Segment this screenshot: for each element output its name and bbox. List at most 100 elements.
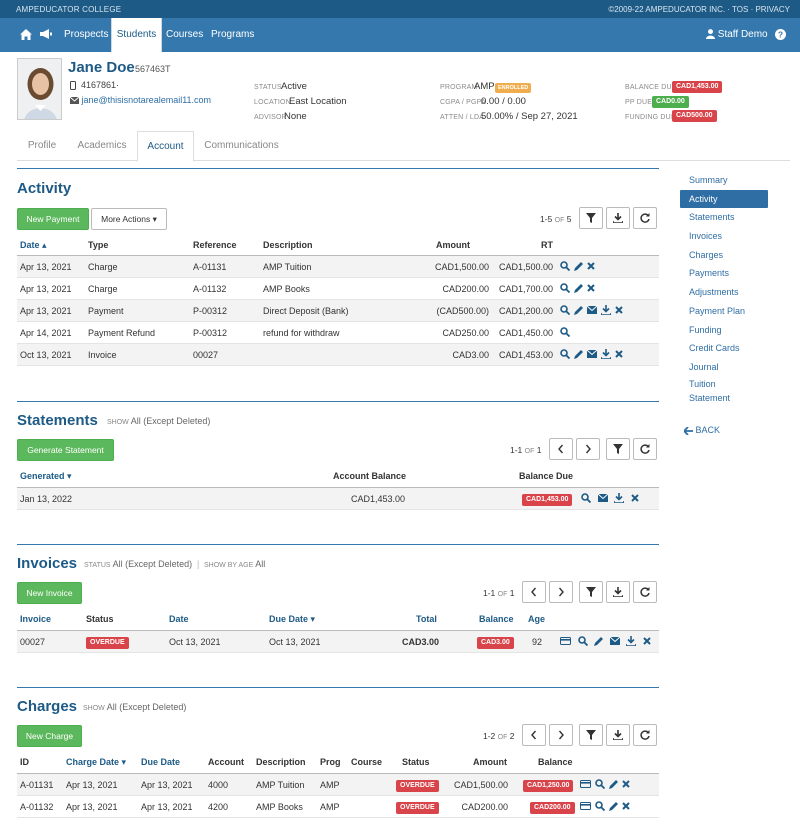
new-invoice-button[interactable]: New Invoice <box>17 582 82 604</box>
privacy-link[interactable]: PRIVACY <box>755 5 790 14</box>
sidebar-item-adjustments[interactable]: Adjustments <box>689 287 739 298</box>
sidebar-item-statements[interactable]: Statements <box>689 212 735 223</box>
pencil-icon[interactable] <box>609 801 618 813</box>
sidebar-item-activity[interactable]: Activity <box>680 189 768 209</box>
col-generated[interactable]: Generated ▾ <box>20 471 72 481</box>
sidebar-item-payments[interactable]: Payments <box>689 268 730 279</box>
delete-icon[interactable] <box>630 494 639 504</box>
delete-icon[interactable] <box>622 780 630 790</box>
delete-icon[interactable] <box>615 350 623 360</box>
credit-card-icon[interactable] <box>580 780 591 790</box>
invoices-status-filter[interactable]: STATUS All (Except Deleted) <box>84 559 193 569</box>
prev-page-button[interactable] <box>549 438 573 460</box>
search-icon[interactable] <box>560 261 571 273</box>
col-date[interactable]: Date ▴ <box>20 240 47 250</box>
search-icon[interactable] <box>560 349 571 361</box>
envelope-icon[interactable] <box>597 493 608 504</box>
col-due-date[interactable]: Due Date <box>141 757 181 767</box>
sidebar-item-tuition-statement[interactable]: Statement <box>689 392 731 403</box>
pencil-icon[interactable] <box>574 283 583 295</box>
envelope-icon[interactable] <box>586 305 598 316</box>
col-invoice[interactable]: Invoice <box>20 614 52 624</box>
nav-courses[interactable]: Courses <box>166 29 204 40</box>
filter-button[interactable] <box>579 581 603 603</box>
download-button[interactable] <box>606 207 630 229</box>
col-date[interactable]: Date <box>169 614 189 624</box>
refresh-button[interactable] <box>633 581 657 603</box>
download-icon[interactable] <box>600 349 612 361</box>
new-charge-button[interactable]: New Charge <box>17 725 82 747</box>
tab-account[interactable]: Account <box>137 131 194 162</box>
download-icon[interactable] <box>600 305 612 317</box>
search-icon[interactable] <box>560 327 571 339</box>
sidebar-item-summary[interactable]: Summary <box>689 175 728 185</box>
generate-statement-button[interactable]: Generate Statement <box>17 439 114 461</box>
search-icon[interactable] <box>560 305 571 317</box>
next-page-button[interactable] <box>549 581 573 603</box>
charges-filter[interactable]: SHOW All (Except Deleted) <box>83 702 187 712</box>
refresh-button[interactable] <box>633 724 657 746</box>
download-icon[interactable] <box>625 636 637 648</box>
search-icon[interactable] <box>577 636 588 648</box>
delete-icon[interactable] <box>587 284 595 294</box>
next-page-button[interactable] <box>549 724 573 746</box>
delete-icon[interactable] <box>587 262 595 272</box>
refresh-button[interactable] <box>633 438 657 460</box>
delete-icon[interactable] <box>615 306 623 316</box>
new-payment-button[interactable]: New Payment <box>17 208 89 230</box>
download-icon[interactable] <box>613 493 625 505</box>
statements-filter[interactable]: SHOW All (Except Deleted) <box>107 416 211 426</box>
nav-prospects[interactable]: Prospects <box>64 29 109 40</box>
col-due-date[interactable]: Due Date ▾ <box>269 614 316 624</box>
envelope-icon[interactable] <box>609 636 620 647</box>
next-page-button[interactable] <box>576 438 600 460</box>
filter-button[interactable] <box>606 438 630 460</box>
email[interactable]: jane@thisisnotarealemail11.com <box>81 95 212 105</box>
pencil-icon[interactable] <box>609 779 618 791</box>
sidebar-item-payment-plan[interactable]: Payment Plan <box>689 305 746 316</box>
pencil-icon[interactable] <box>594 636 604 648</box>
invoices-age-filter[interactable]: SHOW BY AGE All <box>204 559 266 569</box>
tab-communications[interactable]: Communications <box>204 140 279 151</box>
search-icon[interactable] <box>595 779 606 791</box>
back-link[interactable]: BACK <box>684 425 720 435</box>
filter-button[interactable] <box>579 207 603 229</box>
download-button[interactable] <box>606 581 630 603</box>
refresh-button[interactable] <box>633 207 657 229</box>
home-icon[interactable] <box>20 18 32 52</box>
help-icon[interactable]: ? <box>775 18 786 52</box>
search-icon[interactable] <box>595 801 606 813</box>
sidebar-item-funding[interactable]: Funding <box>689 324 722 335</box>
delete-icon[interactable] <box>642 637 651 647</box>
tab-academics[interactable]: Academics <box>77 140 127 151</box>
more-actions-button[interactable]: More Actions ▾ <box>91 208 167 230</box>
sidebar-item-charges[interactable]: Charges <box>689 249 724 260</box>
credit-card-icon[interactable] <box>560 637 571 647</box>
pencil-icon[interactable] <box>574 349 583 361</box>
user-menu[interactable]: Staff Demo <box>706 18 768 52</box>
col-age[interactable]: Age <box>528 614 546 624</box>
pencil-icon[interactable] <box>574 305 583 317</box>
col-charge-date[interactable]: Charge Date ▾ <box>66 757 127 767</box>
search-icon[interactable] <box>560 283 571 295</box>
sidebar-item-invoices[interactable]: Invoices <box>689 231 723 242</box>
filter-button[interactable] <box>579 724 603 746</box>
sidebar-item-journal[interactable]: Journal <box>689 361 719 372</box>
tos-link[interactable]: TOS <box>732 5 749 14</box>
col-balance[interactable]: Balance <box>479 614 514 624</box>
email-row[interactable]: jane@thisisnotarealemail11.com <box>70 95 211 105</box>
megaphone-icon[interactable] <box>40 18 52 52</box>
nav-programs[interactable]: Programs <box>211 29 255 40</box>
sidebar-item-credit-cards[interactable]: Credit Cards <box>689 343 740 354</box>
tab-profile[interactable]: Profile <box>27 140 57 151</box>
col-total[interactable]: Total <box>416 614 437 624</box>
search-icon[interactable] <box>581 493 592 505</box>
nav-students[interactable]: Students <box>111 18 162 52</box>
envelope-icon[interactable] <box>586 349 598 360</box>
delete-icon[interactable] <box>622 802 630 812</box>
sidebar-item-tuition[interactable]: Tuition <box>689 378 716 389</box>
prev-page-button[interactable] <box>522 581 546 603</box>
prev-page-button[interactable] <box>522 724 546 746</box>
pencil-icon[interactable] <box>574 261 583 273</box>
download-button[interactable] <box>606 724 630 746</box>
